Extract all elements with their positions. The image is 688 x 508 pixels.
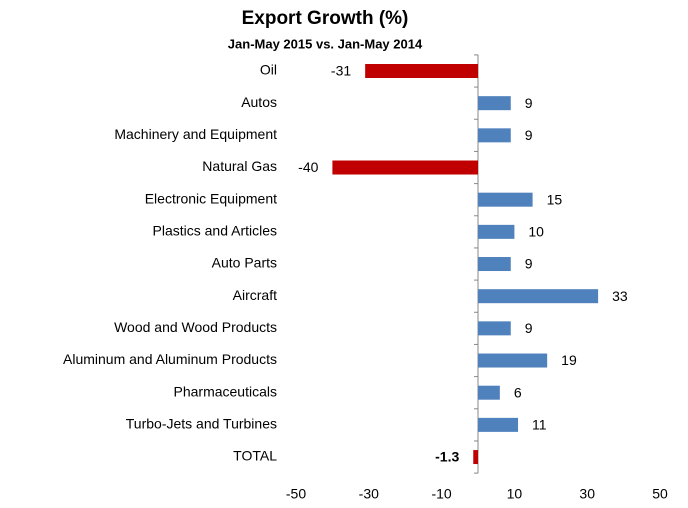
bar [365,64,478,78]
bar [478,353,548,368]
data-label: 11 [532,417,547,433]
x-tick-label: -30 [359,486,379,502]
data-label: -40 [298,159,318,175]
y-tick-label: Auto Parts [212,255,277,271]
bar [473,450,478,465]
bar [478,257,511,272]
x-tick-label: -50 [286,486,306,502]
bar [332,160,478,175]
y-tick-label: TOTAL [233,448,277,464]
bar [478,417,519,432]
data-label: -31 [331,63,351,79]
y-tick-label: Aircraft [233,287,277,303]
data-label: 10 [528,224,544,240]
data-label: 33 [612,288,628,304]
y-tick-label: Plastics and Articles [153,223,278,239]
y-tick-label: Wood and Wood Products [114,319,277,335]
x-tick-label: -10 [431,486,451,502]
bar [478,96,511,111]
data-label: 9 [525,127,533,143]
y-tick-label: Oil [260,62,277,78]
data-label: 9 [525,95,533,111]
x-tick-label: 50 [652,486,668,502]
y-tick-label: Electronic Equipment [145,190,277,206]
bar [478,385,500,400]
bar [478,321,511,336]
bar [478,289,599,304]
bar [478,224,515,239]
x-tick-label: 10 [507,486,523,502]
y-tick-label: Turbo-Jets and Turbines [126,416,277,432]
bar [478,128,511,143]
y-tick-label: Pharmaceuticals [174,383,278,399]
data-label: -1.3 [435,449,459,465]
data-label: 19 [561,352,577,368]
data-label: 6 [514,384,522,400]
y-tick-label: Machinery and Equipment [114,126,277,142]
x-tick-label: 30 [579,486,595,502]
bar [478,192,533,207]
data-label: 9 [525,256,533,272]
y-tick-label: Autos [241,94,277,110]
data-label: 15 [547,191,563,207]
data-label: 9 [525,320,533,336]
y-tick-label: Natural Gas [202,158,277,174]
chart-subtitle: Jan-May 2015 vs. Jan-May 2014 [228,36,423,51]
y-tick-label: Aluminum and Aluminum Products [63,351,277,367]
chart-title: Export Growth (%) [242,8,409,29]
